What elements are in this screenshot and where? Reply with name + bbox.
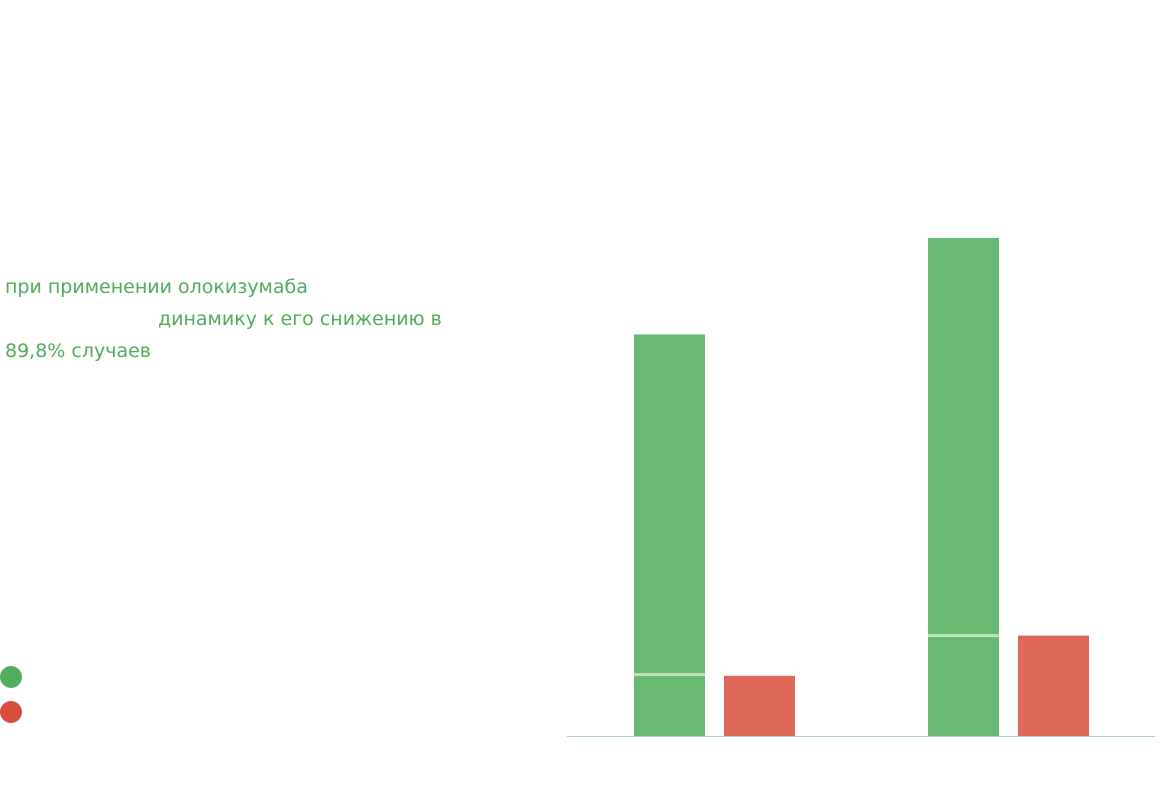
bar-group-1-series-1 — [634, 334, 705, 736]
description-line-3: 89,8% случаев — [5, 340, 151, 362]
description-text: при применении олокизумаба динамику к ег… — [5, 271, 495, 367]
bar-group-2-series-1 — [928, 238, 999, 736]
description-line-1: при применении олокизумаба — [5, 276, 308, 298]
bar-group-2-inner-marker — [928, 634, 999, 638]
legend-marker-red — [0, 701, 22, 723]
bar-group-1-inner-marker — [634, 673, 705, 677]
bar-group-1-series-2 — [724, 675, 795, 736]
description-line-2: динамику к его снижению в — [158, 308, 442, 330]
bar-group-2-series-2 — [1018, 635, 1089, 736]
legend-marker-green — [0, 666, 22, 688]
